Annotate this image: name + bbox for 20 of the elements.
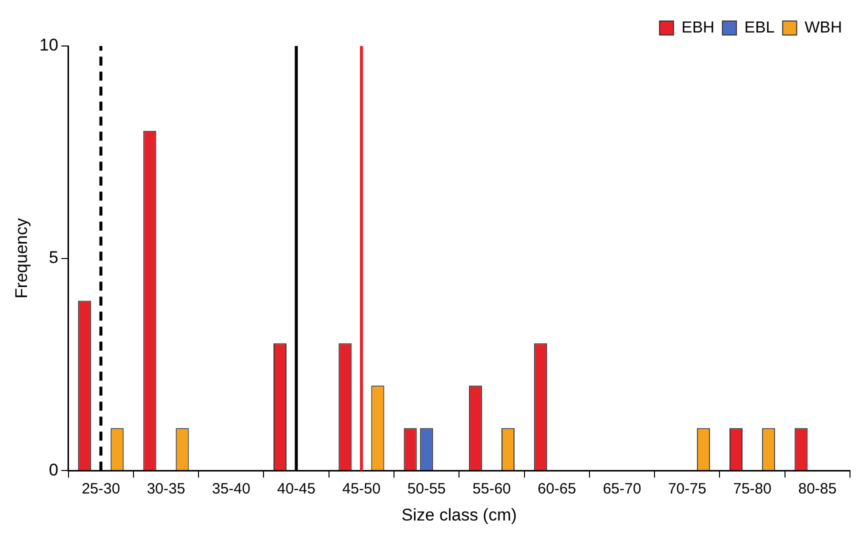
legend-label: EBL	[744, 19, 775, 36]
y-tick-label: 5	[48, 248, 58, 267]
x-tick-label: 55-60	[472, 480, 511, 498]
y-tick-label: 10	[39, 36, 58, 55]
x-tick-label: 25-30	[82, 480, 120, 498]
y-tick-label: 0	[48, 460, 58, 480]
x-tick-label: 65-70	[602, 480, 642, 498]
legend-label: WBH	[804, 19, 842, 36]
x-tick-label: 50-55	[407, 480, 446, 498]
x-tick-label: 70-75	[668, 480, 706, 498]
x-tick-label: 75-80	[733, 480, 772, 498]
x-tick-label: 80-85	[798, 480, 837, 498]
legend-label: EBH	[682, 19, 714, 36]
y-axis-title: Frequency	[12, 218, 31, 298]
x-axis-title: Size class (cm)	[402, 505, 517, 524]
x-tick-label: 60-65	[538, 480, 576, 498]
x-tick-label: 45-50	[342, 480, 381, 498]
x-tick-label: 30-35	[146, 480, 186, 498]
x-tick-label: 40-45	[277, 480, 316, 498]
x-tick-label: 35-40	[212, 480, 250, 498]
